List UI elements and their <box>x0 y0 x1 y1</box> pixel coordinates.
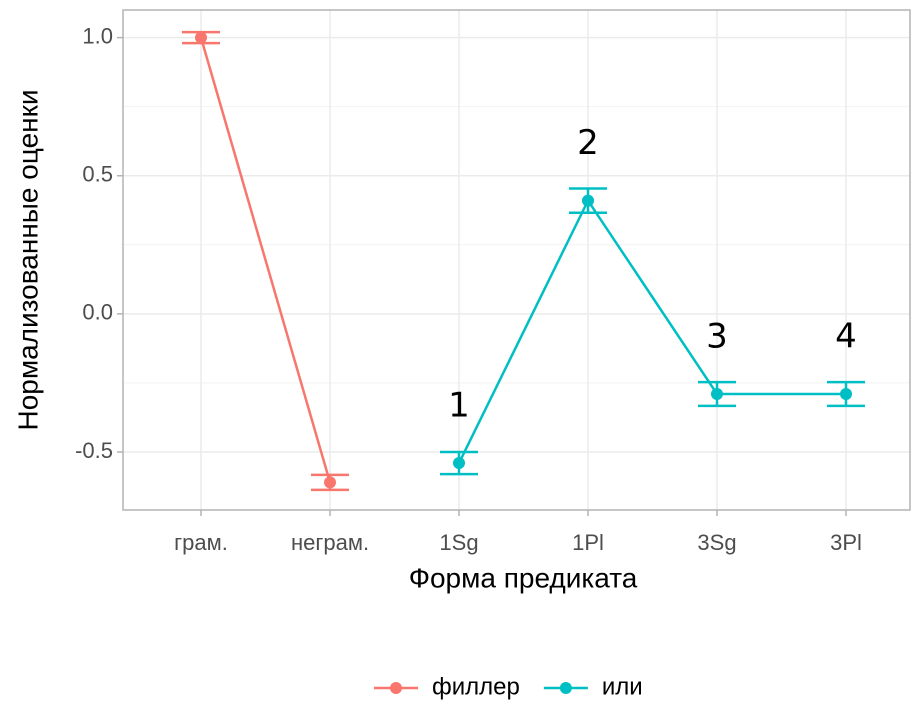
point <box>711 387 723 400</box>
point <box>453 457 465 470</box>
annotation: 2 <box>577 123 599 163</box>
annotation: 3 <box>706 316 728 356</box>
point <box>324 476 336 489</box>
point <box>195 31 207 44</box>
point <box>582 194 594 207</box>
point <box>840 387 852 400</box>
annotation: 1 <box>448 386 470 426</box>
series-line <box>457 198 846 464</box>
x-tick-label: 1Sg <box>439 530 478 555</box>
legend-point <box>390 682 402 694</box>
y-tick-label: 0.0 <box>82 300 113 325</box>
x-tick-label: неграм. <box>291 530 369 555</box>
series-line <box>199 37 332 483</box>
panel-border <box>122 9 911 511</box>
y-tick-label: 0.5 <box>82 162 113 187</box>
annotation: 4 <box>835 316 857 356</box>
y-tick-label: 1.0 <box>82 23 113 48</box>
x-tick-label: 3Pl <box>830 530 862 555</box>
y-axis-title: Нормализованные оценки <box>12 89 43 430</box>
y-tick-label: -0.5 <box>75 438 113 463</box>
x-tick-label: 3Sg <box>697 530 736 555</box>
x-tick-label: грам. <box>174 530 228 555</box>
x-tick-label: 1Pl <box>572 530 604 555</box>
x-axis-title: Форма предиката <box>409 562 638 593</box>
legend-label: филлер <box>432 673 520 700</box>
legend-label: или <box>602 673 643 700</box>
legend-point <box>559 682 572 694</box>
